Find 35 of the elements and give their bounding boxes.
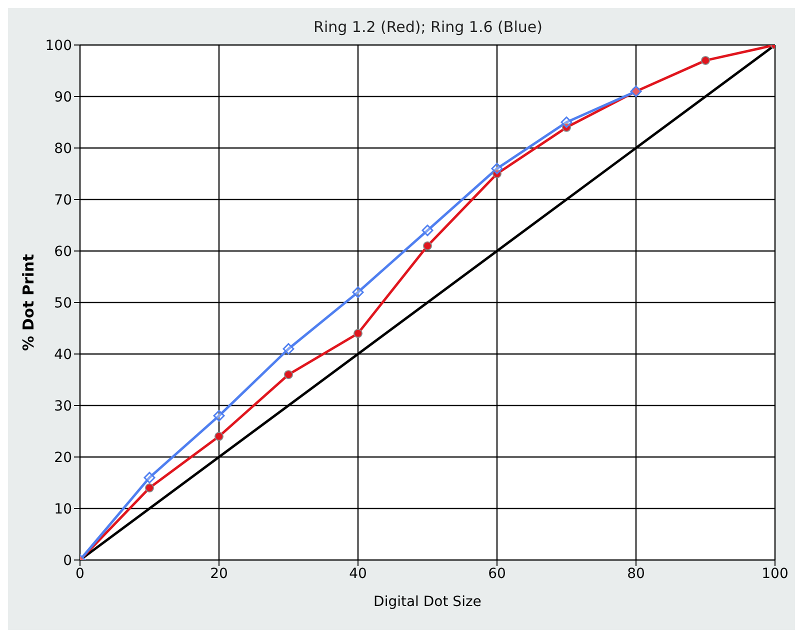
y-tick-label: 30 bbox=[54, 398, 72, 414]
point bbox=[213, 410, 225, 422]
point bbox=[701, 56, 710, 65]
y-tick-label: 60 bbox=[54, 244, 72, 260]
x-axis-title: Digital Dot Size bbox=[374, 594, 482, 610]
point bbox=[144, 472, 156, 484]
y-tick-label: 40 bbox=[54, 346, 72, 363]
y-tick-label: 0 bbox=[63, 552, 72, 569]
y-tick-label: 20 bbox=[54, 450, 72, 466]
x-tick-label: 40 bbox=[349, 566, 367, 582]
point bbox=[560, 116, 572, 128]
y-axis-title: % Dot Print bbox=[19, 254, 38, 351]
y-tick-label: 50 bbox=[54, 295, 72, 312]
x-tick-label: 0 bbox=[76, 566, 84, 582]
point bbox=[214, 432, 224, 441]
point bbox=[562, 122, 571, 132]
x-tick-label: 100 bbox=[762, 566, 788, 582]
y-tick-label: 10 bbox=[54, 501, 72, 518]
point bbox=[354, 328, 362, 338]
x-tick-label: 20 bbox=[210, 566, 228, 582]
point bbox=[352, 286, 364, 298]
point bbox=[423, 241, 432, 250]
point bbox=[492, 169, 502, 178]
point bbox=[422, 224, 434, 236]
y-tick-label: 90 bbox=[54, 89, 72, 106]
x-tick-label: 60 bbox=[488, 566, 506, 582]
y-tick-label: 80 bbox=[54, 140, 72, 157]
y-tick-label: 70 bbox=[54, 192, 72, 208]
point bbox=[282, 343, 294, 355]
point bbox=[145, 483, 154, 492]
point bbox=[491, 162, 503, 174]
y-tick-label: 100 bbox=[45, 38, 72, 54]
x-tick-label: 80 bbox=[627, 566, 645, 582]
point bbox=[284, 370, 293, 380]
chart-title: Ring 1.2 (Red); Ring 1.6 (Blue) bbox=[314, 18, 542, 36]
